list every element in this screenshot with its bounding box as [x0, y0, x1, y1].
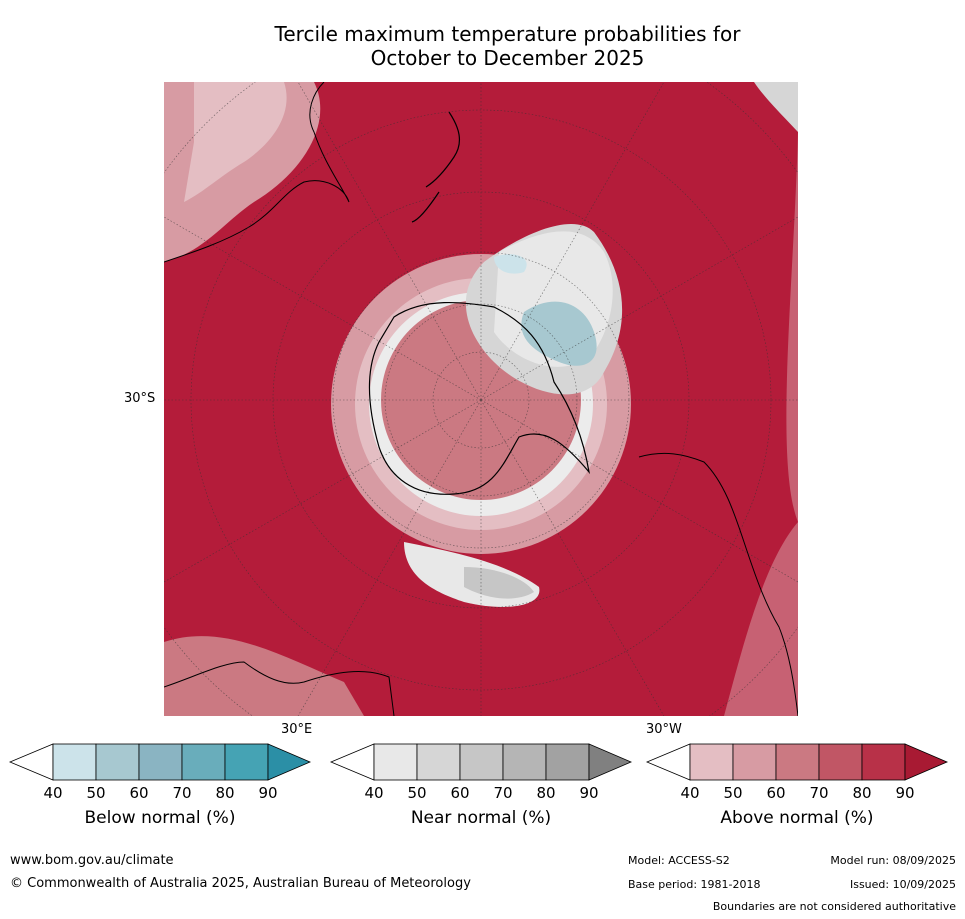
- colorbar-cell: [732, 743, 777, 781]
- lat-label-30s: 30°S: [124, 391, 156, 406]
- colorbar-below-cells: [8, 743, 312, 781]
- tick: 60: [766, 784, 786, 802]
- above-50-region-nw: [184, 82, 287, 202]
- colorbar-near: [329, 743, 633, 781]
- colorbar-extend-high: [267, 743, 312, 781]
- colorbar-extend-low: [329, 743, 375, 781]
- colorbar-below-title: Below normal (%): [84, 808, 236, 828]
- colorbar-near-title: Near normal (%): [410, 808, 552, 828]
- tick: 70: [172, 784, 192, 802]
- tick: 90: [579, 784, 599, 802]
- colorbar-cell: [95, 743, 140, 781]
- disclaimer-text: Boundaries are not considered authoritat…: [712, 900, 956, 913]
- colorbar-above-cells: [645, 743, 949, 781]
- base-period-text: Base period: 1981-2018: [628, 878, 761, 891]
- colorbar-cell: [181, 743, 226, 781]
- tick: 60: [129, 784, 149, 802]
- colorbar-extend-high: [904, 743, 949, 781]
- tick: 50: [407, 784, 427, 802]
- colorbar-cell: [459, 743, 504, 781]
- tick: 70: [493, 784, 513, 802]
- model-text: Model: ACCESS-S2: [628, 854, 730, 867]
- tick: 90: [258, 784, 278, 802]
- lon-label-30e: 30°E: [281, 722, 313, 737]
- gray-region-topright: [754, 82, 798, 132]
- tick: 70: [809, 784, 829, 802]
- colorbar-above: [645, 743, 949, 781]
- tick: 80: [536, 784, 556, 802]
- tick: 50: [86, 784, 106, 802]
- model-run-text: Model run: 08/09/2025: [830, 854, 956, 867]
- title-line-2: October to December 2025: [370, 46, 645, 70]
- tick: 40: [43, 784, 63, 802]
- colorbar-cell: [861, 743, 906, 781]
- near-normal-south-dark: [464, 567, 534, 599]
- below-normal-region: [521, 301, 597, 366]
- africa-coastline: [164, 661, 395, 716]
- website-text: www.bom.gov.au/climate: [10, 853, 174, 868]
- new-zealand-coastline: [411, 111, 461, 223]
- colorbar-extend-low: [645, 743, 691, 781]
- colorbar-cell: [138, 743, 183, 781]
- colorbar-cell: [52, 743, 97, 781]
- tick: 40: [680, 784, 700, 802]
- colorbar-cell: [502, 743, 547, 781]
- above-60-region-sw: [164, 636, 364, 716]
- colorbar-cell: [373, 743, 418, 781]
- colorbar-cell: [818, 743, 863, 781]
- title-line-1: Tercile maximum temperature probabilitie…: [274, 22, 741, 46]
- colorbar-cell: [224, 743, 269, 781]
- australia-coastline: [164, 82, 350, 263]
- tick: 90: [895, 784, 915, 802]
- colorbar-cell: [545, 743, 590, 781]
- map-title: Tercile maximum temperature probabilitie…: [160, 22, 855, 70]
- colorbar-cell: [775, 743, 820, 781]
- tick: 40: [364, 784, 384, 802]
- lon-label-30w: 30°W: [646, 722, 682, 737]
- colorbar-below: [8, 743, 312, 781]
- tick: 50: [723, 784, 743, 802]
- below-normal-small: [494, 254, 527, 274]
- copyright-text: © Commonwealth of Australia 2025, Austra…: [10, 876, 471, 891]
- antarctica-coastline: [368, 301, 590, 495]
- probability-map: [164, 82, 798, 716]
- colorbar-near-cells: [329, 743, 633, 781]
- colorbar-cell: [416, 743, 461, 781]
- graticule: [164, 82, 798, 716]
- issued-text: Issued: 10/09/2025: [849, 878, 956, 891]
- colorbar-extend-low: [8, 743, 54, 781]
- tick: 80: [852, 784, 872, 802]
- south-america-coastline: [638, 452, 798, 716]
- colorbar-above-title: Above normal (%): [720, 808, 874, 828]
- tick: 60: [450, 784, 470, 802]
- colorbar-cell: [689, 743, 734, 781]
- above-50-region-right: [724, 132, 798, 716]
- colorbar-extend-high: [588, 743, 633, 781]
- tick: 80: [215, 784, 235, 802]
